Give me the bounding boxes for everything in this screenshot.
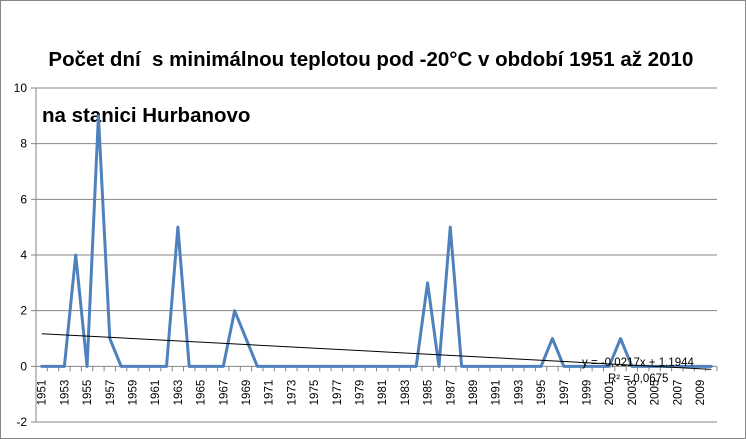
x-tick-label: 2001 — [604, 380, 616, 406]
y-tick-label: 2 — [20, 304, 27, 318]
x-tick-label: 2005 — [650, 380, 662, 406]
x-tick-label: 2009 — [695, 380, 707, 406]
x-tick-label: 1993 — [513, 380, 525, 406]
y-tick-label: -2 — [16, 415, 27, 429]
x-tick-label: 1953 — [59, 380, 71, 406]
x-tick-label: 1985 — [423, 380, 435, 406]
gridlines — [36, 87, 717, 423]
x-tick-label: 1951 — [37, 380, 49, 406]
x-tick-label: 1969 — [241, 380, 253, 406]
y-tick-label: 4 — [20, 248, 27, 262]
x-tick-label: 1979 — [354, 380, 366, 406]
x-tick-label: 2003 — [627, 380, 639, 406]
x-tick-label: 1971 — [264, 380, 276, 406]
y-tick-labels: -2 0 2 4 6 8 10 — [14, 81, 28, 429]
y-tick-label: 10 — [14, 81, 28, 95]
x-tick-label: 1973 — [286, 380, 298, 406]
x-tick-label: 1967 — [218, 380, 230, 406]
x-tick-label: 1981 — [377, 380, 389, 406]
x-tick-label: 1987 — [445, 380, 457, 406]
x-tick-label: 1957 — [105, 380, 117, 406]
y-tick-label: 8 — [20, 137, 27, 151]
y-tick-label: 0 — [20, 359, 27, 373]
x-tick-label: 1961 — [150, 380, 162, 406]
series-layer — [40, 114, 713, 368]
x-tick-label: 1999 — [581, 380, 593, 406]
x-tick-label: 1963 — [173, 380, 185, 406]
x-tick-label: 2007 — [672, 380, 684, 406]
trendline-r2: R² = 0,0675 — [608, 373, 668, 385]
series-line — [40, 114, 713, 368]
trendline-equation: y = -0,0217x + 1,1944 — [582, 357, 694, 369]
trendline — [41, 333, 712, 370]
trendline-layer: y = -0,0217x + 1,1944 R² = 0,0675 — [41, 333, 712, 385]
x-tick-label: 1997 — [559, 380, 571, 406]
x-tick-label: 1989 — [468, 380, 480, 406]
chart-title: Počet dní s minimálnou teplotou pod -20°… — [37, 18, 727, 158]
y-tick-label: 6 — [20, 192, 27, 206]
x-tick-labels: 1951 1953 1955 1957 1959 1961 1963 1965 1967 1969… — [37, 380, 707, 406]
chart-title-line2: na stanici Hurbanovo — [42, 104, 251, 127]
x-tick-label: 1977 — [332, 380, 344, 406]
x-tick-label: 1975 — [309, 380, 321, 406]
x-tick-label: 1965 — [196, 380, 208, 406]
x-tick-label: 1955 — [82, 380, 94, 406]
x-tick-label: 1995 — [536, 380, 548, 406]
x-tick-label: 1991 — [491, 380, 503, 406]
x-tick-label: 1983 — [400, 380, 412, 406]
x-tick-label: 1959 — [127, 380, 139, 406]
chart-title-line1: Počet dní s minimálnou teplotou pod -20°… — [48, 48, 694, 71]
